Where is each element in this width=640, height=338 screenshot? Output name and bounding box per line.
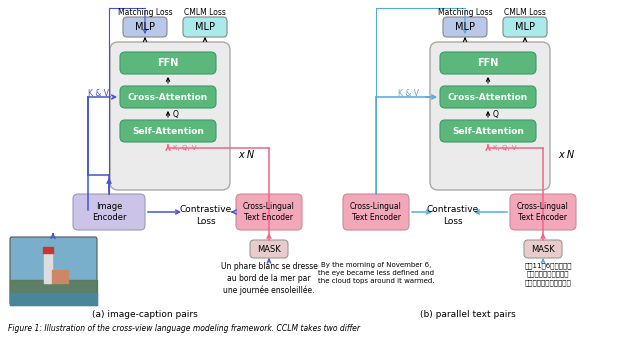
FancyBboxPatch shape xyxy=(10,237,97,305)
FancyBboxPatch shape xyxy=(73,194,145,230)
Text: FFN: FFN xyxy=(157,58,179,68)
FancyBboxPatch shape xyxy=(430,42,550,190)
Text: CMLM Loss: CMLM Loss xyxy=(184,8,226,17)
Text: Cross-Lingual
Text Encoder: Cross-Lingual Text Encoder xyxy=(350,201,402,222)
Text: MLP: MLP xyxy=(135,22,155,32)
Text: K & V: K & V xyxy=(398,89,419,97)
Text: Q: Q xyxy=(173,110,179,119)
FancyBboxPatch shape xyxy=(443,17,487,37)
Text: Un phare blanc se dresse
au bord de la mer par
une journée ensoleillée.: Un phare blanc se dresse au bord de la m… xyxy=(221,262,317,295)
Text: FFN: FFN xyxy=(477,58,499,68)
Text: (b) parallel text pairs: (b) parallel text pairs xyxy=(420,310,516,319)
Text: Self-Attention: Self-Attention xyxy=(132,126,204,136)
Text: K & V: K & V xyxy=(88,89,109,97)
Text: Contrastive
Loss: Contrastive Loss xyxy=(427,205,479,226)
Text: MLP: MLP xyxy=(195,22,215,32)
Text: By the morning of November 6,
the eye became less defined and
the cloud tops aro: By the morning of November 6, the eye be… xyxy=(317,262,435,284)
FancyBboxPatch shape xyxy=(440,52,536,74)
Text: 到了11月6日早上，风
眼已略显模糊，周围的
云层顶端温度也有回升。: 到了11月6日早上，风 眼已略显模糊，周围的 云层顶端温度也有回升。 xyxy=(524,262,572,286)
Text: Figure 1: Illustration of the cross-view language modeling framework. CCLM takes: Figure 1: Illustration of the cross-view… xyxy=(8,324,360,333)
Text: MASK: MASK xyxy=(257,244,281,254)
Text: Cross-Lingual
Text Encoder: Cross-Lingual Text Encoder xyxy=(243,201,295,222)
Text: Image
Encoder: Image Encoder xyxy=(92,201,126,222)
FancyBboxPatch shape xyxy=(110,42,230,190)
FancyBboxPatch shape xyxy=(503,17,547,37)
Text: K, Q, V: K, Q, V xyxy=(173,145,196,151)
Text: Q: Q xyxy=(493,110,499,119)
FancyBboxPatch shape xyxy=(236,194,302,230)
Text: x N: x N xyxy=(558,150,574,160)
Text: x N: x N xyxy=(238,150,254,160)
Text: Self-Attention: Self-Attention xyxy=(452,126,524,136)
Text: Cross-Attention: Cross-Attention xyxy=(448,93,528,101)
Text: Matching Loss: Matching Loss xyxy=(438,8,492,17)
Text: Matching Loss: Matching Loss xyxy=(118,8,172,17)
Text: (a) image-caption pairs: (a) image-caption pairs xyxy=(92,310,198,319)
FancyBboxPatch shape xyxy=(440,86,536,108)
FancyBboxPatch shape xyxy=(183,17,227,37)
FancyBboxPatch shape xyxy=(250,240,288,258)
FancyBboxPatch shape xyxy=(343,194,409,230)
Text: MLP: MLP xyxy=(455,22,475,32)
Text: K, Q, V: K, Q, V xyxy=(493,145,516,151)
FancyBboxPatch shape xyxy=(120,120,216,142)
FancyBboxPatch shape xyxy=(510,194,576,230)
Text: Cross-Attention: Cross-Attention xyxy=(128,93,208,101)
Text: Cross-Lingual
Text Encoder: Cross-Lingual Text Encoder xyxy=(517,201,569,222)
Text: Contrastive
Loss: Contrastive Loss xyxy=(180,205,232,226)
Text: MASK: MASK xyxy=(531,244,555,254)
Text: CMLM Loss: CMLM Loss xyxy=(504,8,546,17)
Text: MLP: MLP xyxy=(515,22,535,32)
FancyBboxPatch shape xyxy=(440,120,536,142)
FancyBboxPatch shape xyxy=(123,17,167,37)
FancyBboxPatch shape xyxy=(120,52,216,74)
FancyBboxPatch shape xyxy=(120,86,216,108)
FancyBboxPatch shape xyxy=(524,240,562,258)
